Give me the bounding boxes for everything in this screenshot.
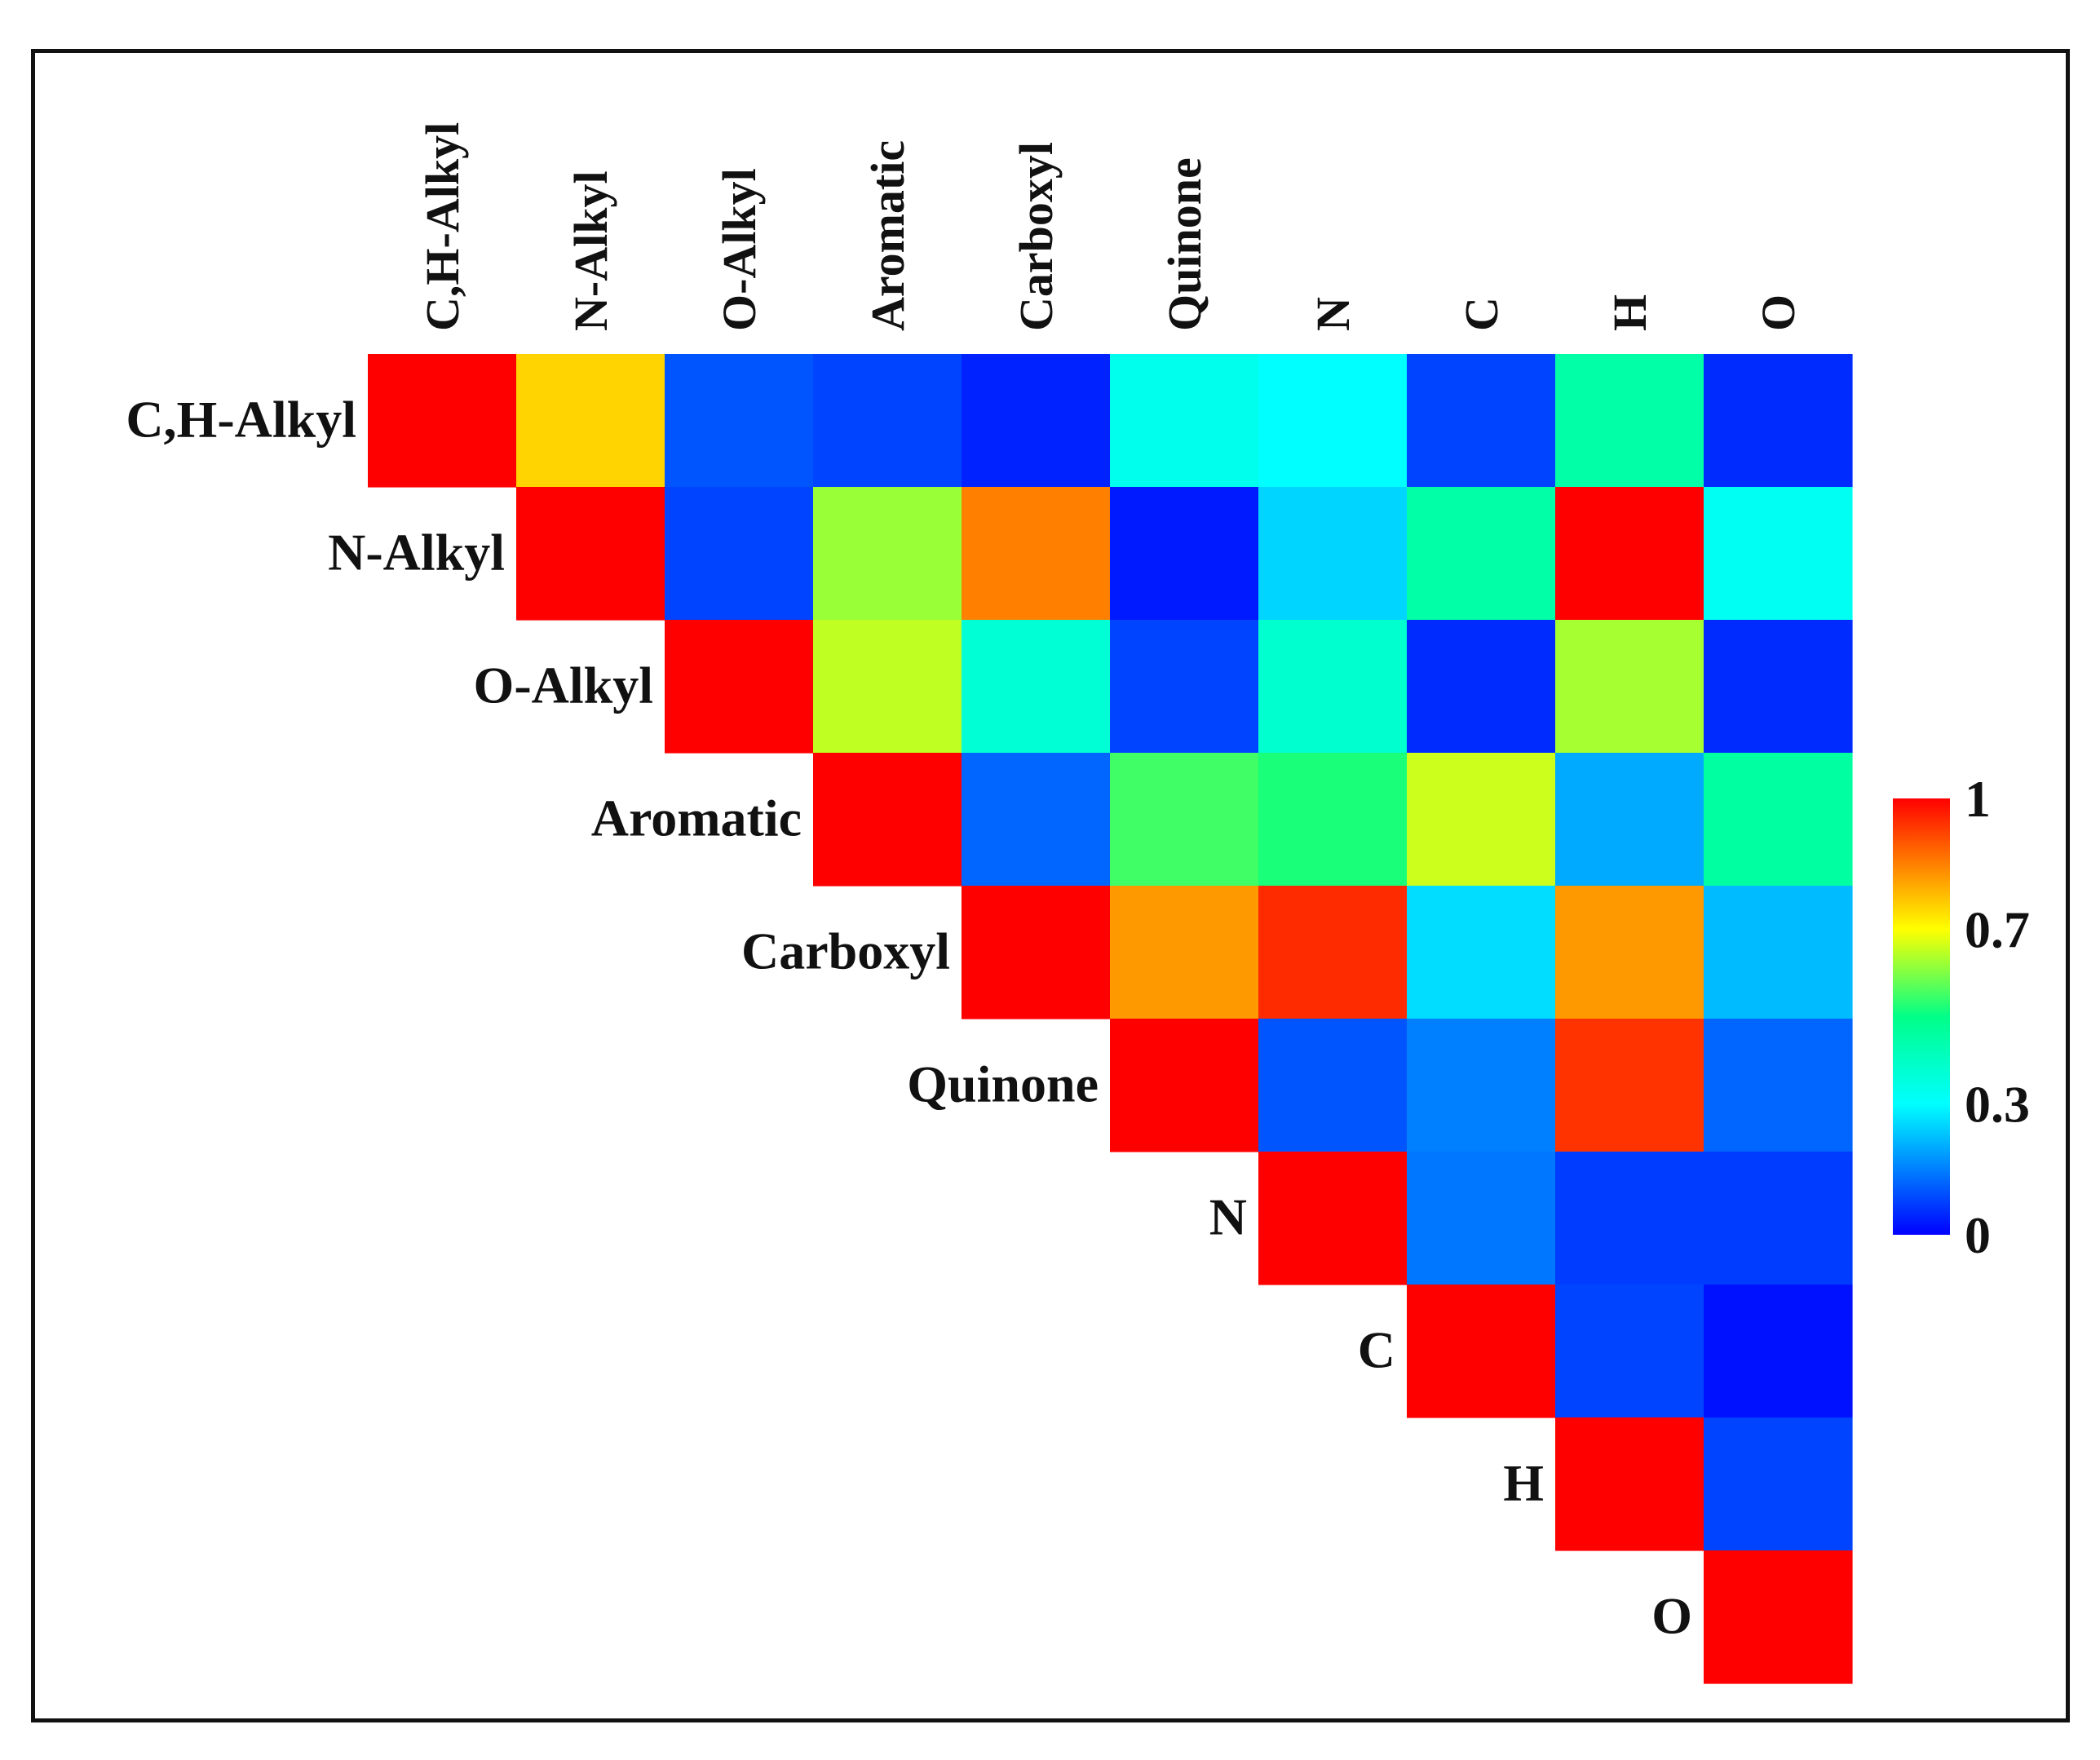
heatmap-cell-aromatic-carboxyl <box>962 753 1111 887</box>
heatmap-cell-n-alkyl-aromatic <box>813 487 962 621</box>
row-label-o: O <box>1651 1587 1692 1645</box>
heatmap-cell-n-c <box>1407 1152 1556 1285</box>
heatmap-cell-o-alkyl-o-alkyl <box>665 620 814 754</box>
heatmap-cell-n-alkyl-c <box>1407 487 1556 621</box>
heatmap-cell-n-n <box>1258 1152 1408 1285</box>
column-label-n: N <box>1306 297 1359 331</box>
heatmap-cell-carboxyl-h <box>1555 886 1704 1019</box>
column-label-carboxyl: Carboxyl <box>1010 142 1063 331</box>
heatmap-cell-o-alkyl-carboxyl <box>962 620 1111 754</box>
heatmap-cell-c-h-alkyl-c-h-alkyl <box>368 354 517 488</box>
column-label-quinone: Quinone <box>1158 157 1211 331</box>
colorbar-tick-label-1: 1 <box>1965 770 1991 828</box>
heatmap-cell-o-alkyl-quinone <box>1110 620 1259 754</box>
heatmap-cell-n-alkyl-carboxyl <box>962 487 1111 621</box>
heatmap-cell-aromatic-o <box>1704 753 1853 887</box>
colorbar <box>1893 798 1950 1235</box>
heatmap-cell-c-h-alkyl-c <box>1407 354 1556 488</box>
column-label-o-alkyl: O-Alkyl <box>713 168 766 331</box>
heatmap-cell-c-o <box>1704 1285 1853 1418</box>
correlation-heatmap: C,H-Alkyl N-Alkyl O-Alkyl Aromatic Carboxyl Q… <box>126 122 2030 1684</box>
heatmap-cell-o-alkyl-n <box>1258 620 1408 754</box>
heatmap-cell-quinone-h <box>1555 1019 1704 1152</box>
heatmap-cell-c-h-alkyl-o-alkyl <box>665 354 814 488</box>
heatmap-cell-n-alkyl-o <box>1704 487 1853 621</box>
heatmap-cell-c-h-alkyl-h <box>1555 354 1704 488</box>
row-label-h: H <box>1503 1454 1544 1512</box>
column-label-c-h-alkyl: C,H-Alkyl <box>416 122 469 331</box>
row-label-quinone: Quinone <box>907 1055 1099 1113</box>
heatmap-cell-n-alkyl-n <box>1258 487 1408 621</box>
colorbar-tick-label-0: 0 <box>1965 1206 1991 1264</box>
heatmap-cell-c-h-alkyl-quinone <box>1110 354 1259 488</box>
heatmap-cell-quinone-n <box>1258 1019 1408 1152</box>
colorbar-tick-label-0-3: 0.3 <box>1965 1076 2030 1134</box>
heatmap-cell-c-h-alkyl-o <box>1704 354 1853 488</box>
heatmap-cell-o-alkyl-c <box>1407 620 1556 754</box>
heatmap-cell-c-c <box>1407 1285 1556 1418</box>
heatmap-cell-c-h-alkyl-carboxyl <box>962 354 1111 488</box>
heatmap-cell-c-h-alkyl-n <box>1258 354 1408 488</box>
column-label-h: H <box>1603 294 1656 331</box>
heatmap-cell-carboxyl-n <box>1258 886 1408 1019</box>
heatmap-cell-o-alkyl-h <box>1555 620 1704 754</box>
heatmap-cell-o-alkyl-aromatic <box>813 620 962 754</box>
figure-frame: C,H-Alkyl N-Alkyl O-Alkyl Aromatic Carboxyl Q… <box>31 49 2070 1722</box>
heatmap-cell-n-alkyl-n-alkyl <box>516 487 665 621</box>
heatmap-cell-n-alkyl-h <box>1555 487 1704 621</box>
heatmap-cell-n-o <box>1704 1152 1853 1285</box>
heatmap-cell-aromatic-aromatic <box>813 753 962 887</box>
column-label-c: C <box>1455 297 1508 331</box>
column-label-n-alkyl: N-Alkyl <box>564 170 617 331</box>
row-label-n: N <box>1209 1188 1247 1246</box>
row-label-o-alkyl: O-Alkyl <box>474 657 653 714</box>
heatmap-cell-h-o <box>1704 1417 1853 1551</box>
heatmap-cell-carboxyl-carboxyl <box>962 886 1111 1019</box>
column-label-o: O <box>1752 294 1805 331</box>
heatmap-cell-aromatic-h <box>1555 753 1704 887</box>
heatmap-cell-carboxyl-quinone <box>1110 886 1259 1019</box>
heatmap-cell-c-h-alkyl-n-alkyl <box>516 354 665 488</box>
heatmap-cell-quinone-quinone <box>1110 1019 1259 1152</box>
heatmap-cell-o-alkyl-o <box>1704 620 1853 754</box>
heatmap-cell-aromatic-n <box>1258 753 1408 887</box>
heatmap-cell-n-h <box>1555 1152 1704 1285</box>
heatmap-cell-carboxyl-c <box>1407 886 1556 1019</box>
row-label-n-alkyl: N-Alkyl <box>328 524 505 582</box>
heatmap-cell-n-alkyl-o-alkyl <box>665 487 814 621</box>
row-label-c: C <box>1358 1321 1395 1379</box>
heatmap-cell-aromatic-quinone <box>1110 753 1259 887</box>
heatmap-cell-h-h <box>1555 1417 1704 1551</box>
heatmap-cell-c-h-alkyl-aromatic <box>813 354 962 488</box>
heatmap-cell-quinone-o <box>1704 1019 1853 1152</box>
row-label-aromatic: Aromatic <box>591 789 802 847</box>
heatmap-cell-c-h <box>1555 1285 1704 1418</box>
row-label-c-h-alkyl: C,H-Alkyl <box>126 391 356 449</box>
heatmap-cell-n-alkyl-quinone <box>1110 487 1259 621</box>
row-label-carboxyl: Carboxyl <box>741 922 950 980</box>
heatmap-cell-o-o <box>1704 1550 1853 1684</box>
heatmap-cell-aromatic-c <box>1407 753 1556 887</box>
heatmap-cell-carboxyl-o <box>1704 886 1853 1019</box>
column-label-aromatic: Aromatic <box>861 140 914 331</box>
colorbar-tick-label-0-7: 0.7 <box>1965 901 2030 959</box>
heatmap-cell-quinone-c <box>1407 1019 1556 1152</box>
